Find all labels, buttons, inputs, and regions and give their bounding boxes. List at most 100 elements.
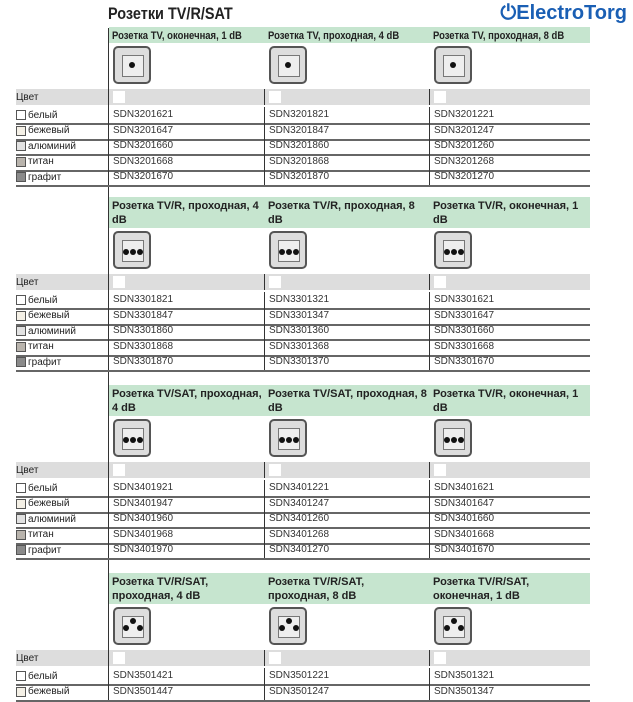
color-swatch	[16, 326, 26, 336]
table-row: белый SDN3301821 SDN3301321 SDN3301621	[16, 292, 590, 310]
color-name: графит	[28, 356, 62, 368]
color-name: бежевый	[28, 125, 70, 136]
article-code: SDN3401968	[108, 526, 264, 543]
table-row: титан SDN3401968 SDN3401268 SDN3401668	[16, 526, 590, 545]
article-code: SDN3401668	[429, 526, 589, 543]
article-code: SDN3301670	[429, 354, 589, 370]
article-code: SDN3501321	[429, 668, 589, 684]
article-code: SDN3201621	[108, 107, 264, 123]
article-code: SDN3201660	[108, 138, 264, 154]
article-code: SDN3401670	[429, 542, 589, 558]
table-row: бежевый SDN3401947 SDN3401247 SDN3401647	[16, 495, 590, 514]
color-swatch	[16, 529, 26, 540]
socket-image	[269, 46, 307, 84]
white-swatch	[113, 91, 125, 103]
color-swatch	[16, 357, 26, 367]
table-row: бежевый SDN3501447 SDN3501247 SDN3501347	[16, 683, 590, 702]
color-swatch	[16, 514, 26, 524]
table-row: белый SDN3501421 SDN3501221 SDN3501321	[16, 668, 590, 686]
socket-image	[434, 607, 472, 645]
color-name: графит	[28, 544, 62, 556]
socket-image	[113, 231, 151, 269]
color-name: графит	[28, 171, 62, 183]
color-swatch	[16, 172, 26, 182]
white-swatch	[269, 276, 281, 288]
color-name: белый	[28, 670, 58, 682]
socket-image	[113, 607, 151, 645]
product-name: Розетка TV, оконечная, 1 dB	[112, 30, 242, 42]
white-swatch	[113, 652, 125, 664]
color-swatch	[16, 341, 26, 352]
article-code: SDN3501347	[429, 683, 589, 700]
article-code: SDN3401921	[108, 480, 264, 496]
article-code: SDN3201870	[264, 169, 429, 185]
color-swatch	[16, 310, 26, 321]
socket-image	[113, 419, 151, 457]
article-code: SDN3201847	[264, 122, 429, 139]
article-code: SDN3201260	[429, 138, 589, 154]
socket-image	[269, 607, 307, 645]
white-swatch	[434, 91, 446, 103]
color-name: алюминий	[28, 325, 76, 337]
table-row: бежевый SDN3301847 SDN3301347 SDN3301647	[16, 307, 590, 326]
color-name: бежевый	[28, 498, 70, 509]
white-swatch	[434, 276, 446, 288]
color-name: белый	[28, 482, 58, 494]
socket-image	[113, 46, 151, 84]
socket-image	[269, 419, 307, 457]
table-row: графит SDN3201670 SDN3201870 SDN3201270	[16, 169, 590, 187]
product-name: Розетка TV/SAT, проходная, 8 dB	[268, 388, 427, 414]
article-code: SDN3501221	[264, 668, 429, 684]
section-header: Розетка TV/SAT, проходная, 4 dB Розетка T…	[109, 385, 590, 416]
color-swatch	[16, 483, 26, 493]
table-row: бежевый SDN3201647 SDN3201847 SDN3201247	[16, 122, 590, 141]
article-code: SDN3301821	[108, 292, 264, 308]
color-name: титан	[28, 156, 54, 167]
table-row: алюминий SDN3401960 SDN3401260 SDN3401660	[16, 511, 590, 529]
article-code: SDN3401247	[264, 495, 429, 512]
section-header: Розетка TV/R, проходная, 4 dB Розетка TV/…	[109, 197, 590, 228]
product-name: Розетка TV, проходная, 4 dB	[268, 30, 400, 42]
color-name: алюминий	[28, 513, 76, 525]
color-swatch	[16, 498, 26, 509]
article-code: SDN3501421	[108, 668, 264, 684]
color-swatch	[16, 686, 26, 697]
table-row: алюминий SDN3301860 SDN3301360 SDN3301660	[16, 323, 590, 341]
article-code: SDN3301668	[429, 338, 589, 355]
white-swatch	[113, 464, 125, 476]
table-row: алюминий SDN3201660 SDN3201860 SDN3201260	[16, 138, 590, 156]
socket-image	[434, 46, 472, 84]
product-name: Розетка TV/SAT, проходная, 4 dB	[112, 388, 262, 414]
white-swatch	[113, 276, 125, 288]
article-code: SDN3301870	[108, 354, 264, 370]
article-code: SDN3301347	[264, 307, 429, 324]
color-swatch	[16, 141, 26, 151]
article-code: SDN3201668	[108, 153, 264, 170]
page-title: Розетки TV/R/SAT	[108, 4, 233, 23]
article-code: SDN3401221	[264, 480, 429, 496]
color-name: белый	[28, 109, 58, 121]
article-code: SDN3401970	[108, 542, 264, 558]
color-header-row: Цвет	[16, 650, 590, 666]
table-row: графит SDN3301870 SDN3301370 SDN3301670	[16, 354, 590, 372]
color-name: бежевый	[28, 686, 70, 697]
power-icon: ⏻	[500, 2, 517, 24]
table-row: белый SDN3201621 SDN3201821 SDN3201221	[16, 107, 590, 125]
white-swatch	[269, 91, 281, 103]
white-swatch	[434, 464, 446, 476]
socket-image	[434, 419, 472, 457]
white-swatch	[269, 464, 281, 476]
product-name: Розетка TV/R, проходная, 4 dB	[112, 200, 259, 226]
article-code: SDN3401660	[429, 511, 589, 527]
socket-image	[434, 231, 472, 269]
color-name: бежевый	[28, 310, 70, 321]
color-swatch	[16, 671, 26, 681]
article-code: SDN3501247	[264, 683, 429, 700]
product-name: Розетка TV/R, оконечная, 1 dB	[433, 388, 579, 414]
watermark-logo: ⏻ElectroTorg	[500, 2, 627, 24]
product-name: Розетка TV/R/SAT, проходная, 8 dB	[268, 576, 365, 602]
article-code: SDN3401270	[264, 542, 429, 558]
article-code: SDN3301860	[108, 323, 264, 339]
article-code: SDN3201868	[264, 153, 429, 170]
article-code: SDN3301647	[429, 307, 589, 324]
